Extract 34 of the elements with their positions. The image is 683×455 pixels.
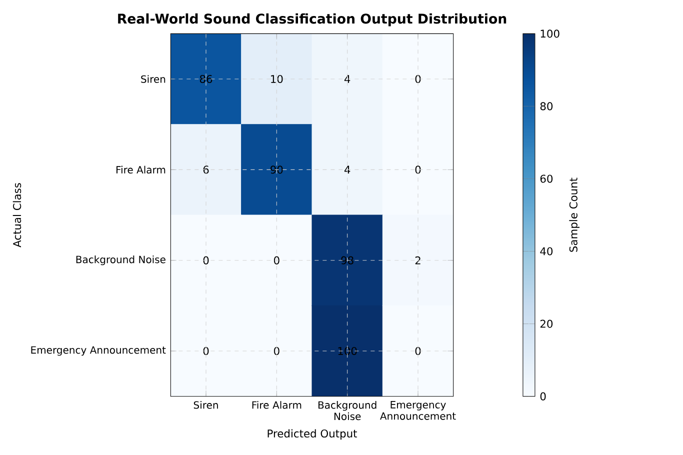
data-label: 0 xyxy=(203,256,209,264)
data-label: 0 xyxy=(274,256,280,264)
data-label: 0 xyxy=(415,346,421,356)
chart-title: Real-World Sound Classification Output Distribution xyxy=(118,13,506,26)
color-bar-label: 40 xyxy=(540,247,553,256)
y-tick-label: Fire Alarm xyxy=(116,166,166,174)
data-label: 0 xyxy=(274,346,280,356)
data-label: 86 xyxy=(200,74,212,84)
color-bar-title: Sample Count xyxy=(569,178,580,252)
data-label: 90 xyxy=(270,166,283,174)
data-label: 0 xyxy=(415,166,421,174)
data-label: 10 xyxy=(271,74,283,84)
x-tick-label: Background Noise xyxy=(318,401,376,420)
color-bar-label: 80 xyxy=(540,102,553,110)
y-tick-label: Emergency Announcement xyxy=(31,346,166,356)
color-bar-label: 0 xyxy=(540,392,546,400)
x-tick-label: Siren xyxy=(194,401,218,409)
data-label: 4 xyxy=(344,75,350,83)
data-label: 0 xyxy=(203,346,209,356)
y-tick-label: Background Noise xyxy=(76,256,166,266)
x-axis-title: Predicted Output xyxy=(268,429,358,440)
data-label: 100 xyxy=(338,346,357,356)
y-axis-title: Actual Class xyxy=(12,183,22,248)
color-bar-label: 20 xyxy=(540,320,553,328)
data-label: 4 xyxy=(344,166,350,174)
data-label: 6 xyxy=(203,166,209,174)
x-tick-label: Fire Alarm xyxy=(252,401,302,409)
data-label: 0 xyxy=(415,74,421,84)
data-label: 98 xyxy=(341,256,354,264)
color-bar-label: 100 xyxy=(540,30,560,38)
x-tick-label: Emergency Announcement xyxy=(380,401,456,420)
y-tick-label: Siren xyxy=(141,75,166,83)
color-bar-label: 60 xyxy=(540,174,553,183)
data-label: 2 xyxy=(415,256,420,264)
